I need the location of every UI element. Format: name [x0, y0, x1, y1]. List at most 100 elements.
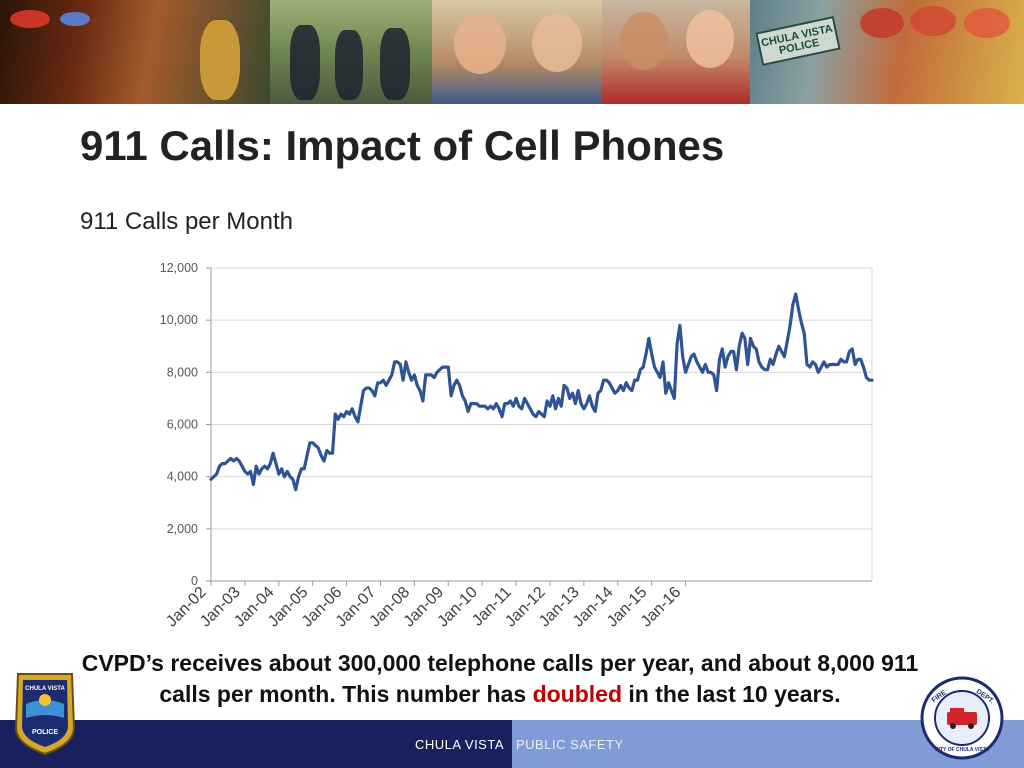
- data-point: [210, 478, 212, 480]
- y-tick-label: 10,000: [160, 313, 198, 327]
- data-point: [538, 410, 540, 412]
- fire-badge-bottom: CITY OF CHULA VISTA: [935, 747, 989, 753]
- data-point: [566, 387, 568, 389]
- data-point: [744, 337, 746, 339]
- data-point: [557, 397, 559, 399]
- data-point: [405, 361, 407, 363]
- data-point: [252, 483, 254, 485]
- data-point: [292, 478, 294, 480]
- data-point: [862, 366, 864, 368]
- data-point: [492, 408, 494, 410]
- data-point: [320, 455, 322, 457]
- data-point: [687, 363, 689, 365]
- data-point: [586, 402, 588, 404]
- data-point: [309, 442, 311, 444]
- data-point: [690, 356, 692, 358]
- y-tick-label: 0: [191, 574, 198, 588]
- data-point: [430, 374, 432, 376]
- data-point: [362, 389, 364, 391]
- data-point: [249, 470, 251, 472]
- data-point: [317, 447, 319, 449]
- data-point: [526, 402, 528, 404]
- data-point: [334, 413, 336, 415]
- data-point: [761, 366, 763, 368]
- data-point: [464, 400, 466, 402]
- data-point: [377, 382, 379, 384]
- data-point: [286, 470, 288, 472]
- data-point: [684, 371, 686, 373]
- data-point: [780, 350, 782, 352]
- data-point: [221, 462, 223, 464]
- data-point: [828, 363, 830, 365]
- data-point: [297, 476, 299, 478]
- footer-city-name: CHULA VISTA: [414, 737, 504, 752]
- data-point: [752, 345, 754, 347]
- data-point: [382, 379, 384, 381]
- data-point: [515, 397, 517, 399]
- data-point: [710, 371, 712, 373]
- data-point: [639, 369, 641, 371]
- data-point: [244, 470, 246, 472]
- caption-text-start: CVPD’s receives about 300,000 telephone …: [81, 650, 919, 707]
- data-point: [484, 405, 486, 407]
- fire-department-badge-logo: FIRE DEPT. CITY OF CHULA VISTA: [920, 676, 1004, 760]
- data-point: [865, 376, 867, 378]
- data-point: [422, 400, 424, 402]
- data-point: [738, 345, 740, 347]
- data-point: [498, 408, 500, 410]
- data-point: [314, 444, 316, 446]
- data-point: [622, 389, 624, 391]
- data-point: [670, 389, 672, 391]
- data-point: [628, 387, 630, 389]
- slide-title: 911 Calls: Impact of Cell Phones: [80, 122, 725, 169]
- boys-photo: [602, 0, 750, 104]
- data-point: [247, 473, 249, 475]
- y-tick-label: 6,000: [167, 418, 198, 432]
- data-point: [851, 348, 853, 350]
- data-point: [778, 345, 780, 347]
- data-point: [597, 392, 599, 394]
- data-point: [360, 405, 362, 407]
- data-point: [792, 303, 794, 305]
- data-point: [732, 350, 734, 352]
- data-point: [374, 395, 376, 397]
- data-point: [755, 348, 757, 350]
- data-point: [495, 402, 497, 404]
- children-photo: [432, 0, 602, 104]
- y-tick-label: 4,000: [167, 470, 198, 484]
- data-point: [529, 408, 531, 410]
- data-point: [343, 416, 345, 418]
- data-point: [704, 363, 706, 365]
- data-point: [255, 465, 257, 467]
- data-point: [410, 379, 412, 381]
- data-point: [501, 416, 503, 418]
- header-photo-banner: CHULA VISTA POLICE: [0, 0, 1024, 104]
- police-badge-logo: CHULA VISTA POLICE: [14, 673, 76, 756]
- police-badge-name: CHULA VISTA: [25, 686, 65, 692]
- police-officers-photo: [270, 0, 432, 104]
- data-point: [232, 460, 234, 462]
- data-point: [447, 366, 449, 368]
- data-point: [546, 400, 548, 402]
- data-point: [278, 473, 280, 475]
- data-point: [230, 457, 232, 459]
- footer-left-panel: CHULA VISTA: [0, 720, 512, 768]
- data-point: [735, 369, 737, 371]
- data-point: [574, 402, 576, 404]
- data-point: [512, 405, 514, 407]
- y-axis: 0 2,000 4,000 6,000 8,000 10,000 12,000: [160, 261, 212, 588]
- data-point: [868, 379, 870, 381]
- data-point: [772, 363, 774, 365]
- data-point: [283, 476, 285, 478]
- data-point: [569, 397, 571, 399]
- data-point: [323, 460, 325, 462]
- data-point: [391, 374, 393, 376]
- data-point: [351, 408, 353, 410]
- footer-bar: CHULA VISTA PUBLIC SAFETY: [0, 720, 1024, 768]
- data-point: [300, 468, 302, 470]
- data-point: [701, 371, 703, 373]
- data-point: [679, 324, 681, 326]
- data-point: [453, 384, 455, 386]
- data-point: [371, 389, 373, 391]
- data-point: [241, 465, 243, 467]
